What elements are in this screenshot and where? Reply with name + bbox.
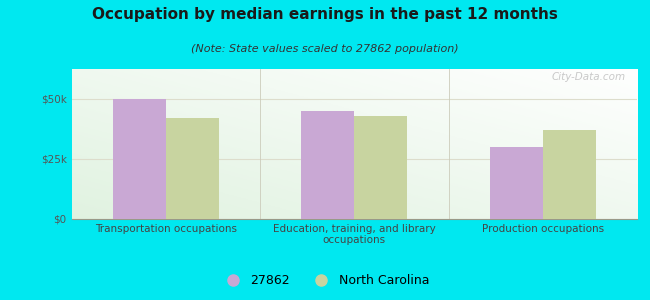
Bar <box>543 130 595 219</box>
Bar <box>490 147 543 219</box>
Text: Occupation by median earnings in the past 12 months: Occupation by median earnings in the pas… <box>92 8 558 22</box>
Bar <box>302 111 354 219</box>
Text: (Note: State values scaled to 27862 population): (Note: State values scaled to 27862 popu… <box>191 44 459 53</box>
Legend: 27862, North Carolina: 27862, North Carolina <box>216 269 434 292</box>
Text: City-Data.com: City-Data.com <box>552 72 626 82</box>
Bar <box>113 99 166 219</box>
Bar <box>166 118 218 219</box>
Bar <box>354 116 407 219</box>
